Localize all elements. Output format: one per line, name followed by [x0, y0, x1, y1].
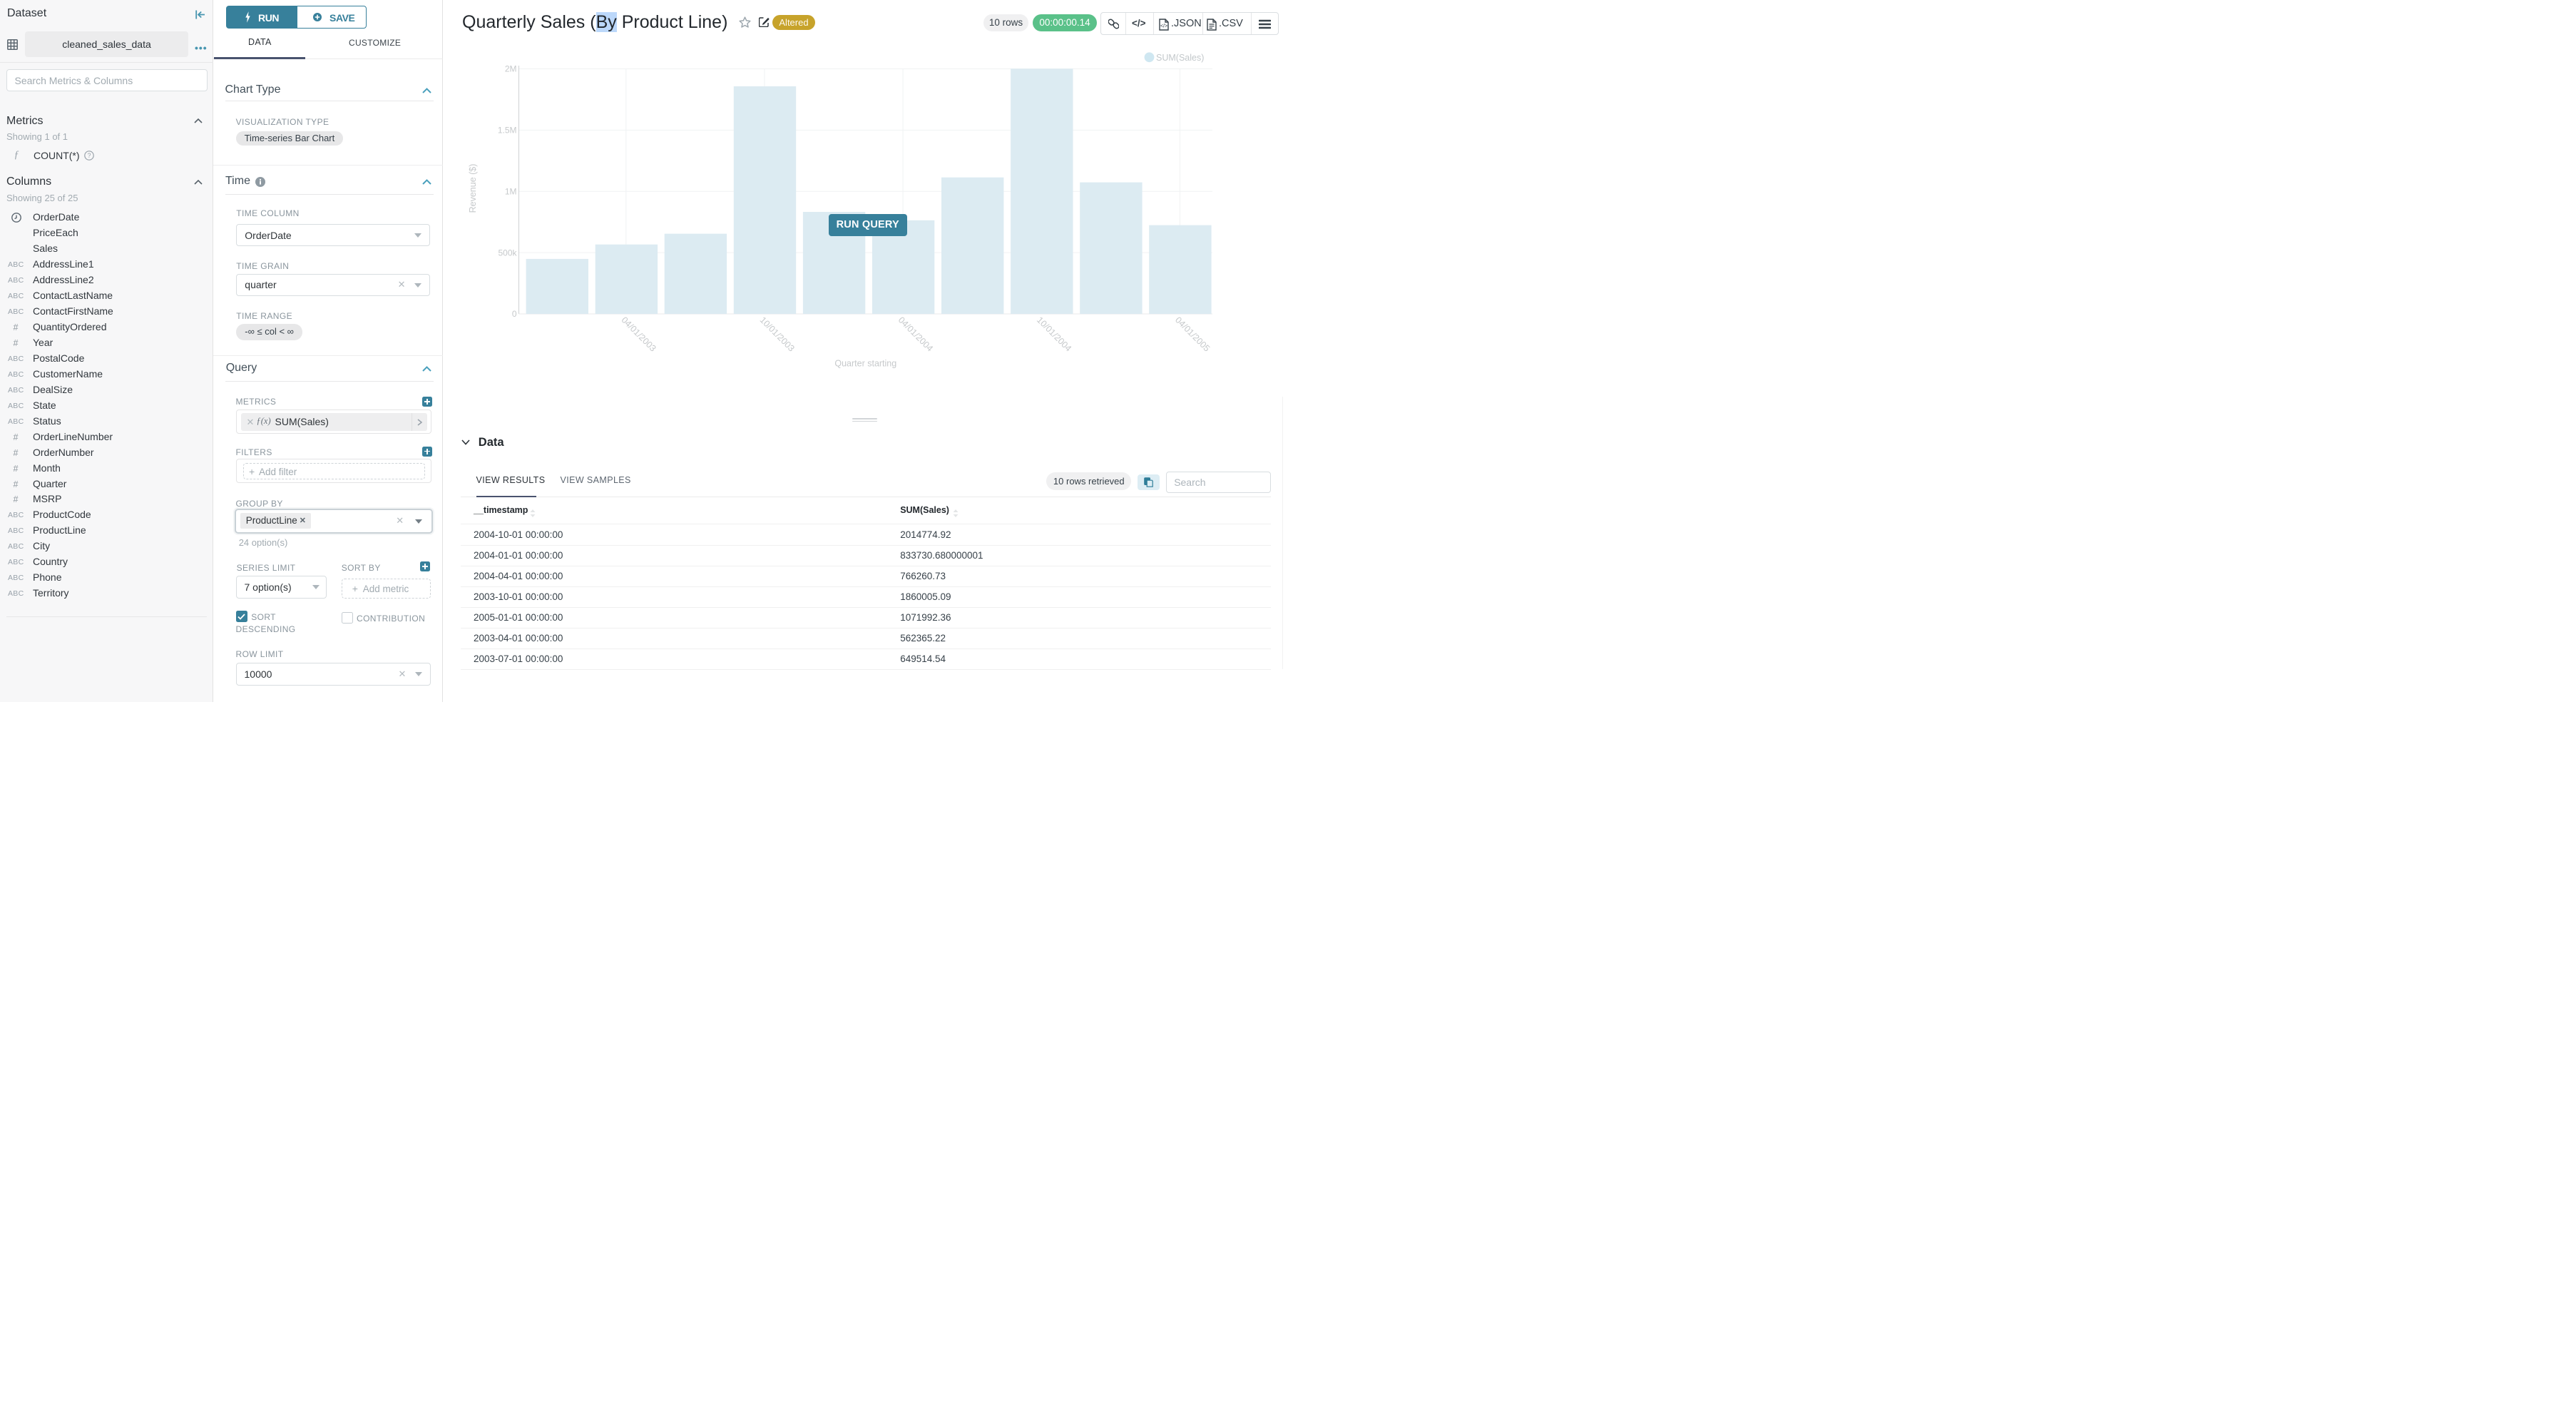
svg-text:04/01/2003: 04/01/2003: [619, 315, 658, 353]
svg-text:10/01/2004: 10/01/2004: [1035, 315, 1073, 353]
svg-text:1M: 1M: [505, 186, 517, 196]
svg-text:Quarter starting: Quarter starting: [834, 359, 896, 369]
svg-text:Revenue ($): Revenue ($): [468, 164, 478, 213]
svg-text:SUM(Sales): SUM(Sales): [1156, 53, 1204, 63]
svg-text:04/01/2005: 04/01/2005: [1173, 315, 1212, 353]
svg-text:?: ?: [87, 152, 91, 159]
svg-text:</>: </>: [1160, 24, 1167, 29]
svg-text:04/01/2004: 04/01/2004: [896, 315, 935, 353]
svg-text:0: 0: [512, 309, 517, 319]
svg-text:500k: 500k: [498, 248, 517, 258]
svg-text:1.5M: 1.5M: [498, 126, 517, 136]
svg-text:2M: 2M: [505, 64, 517, 74]
svg-text:10/01/2003: 10/01/2003: [758, 315, 797, 353]
